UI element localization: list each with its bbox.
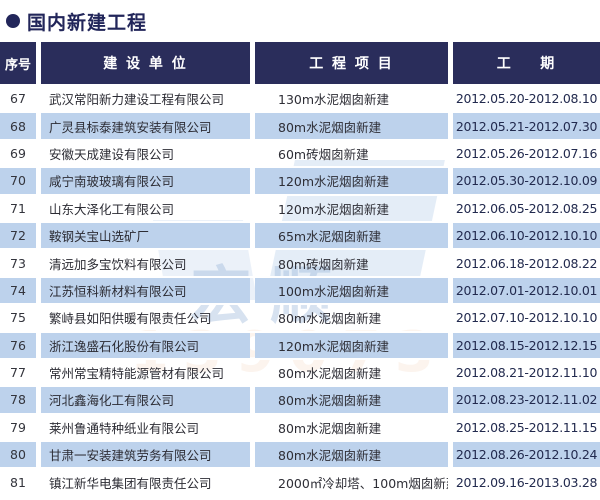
row-number-cell: 74: [0, 277, 36, 304]
table-row: 68 广灵县标泰建筑安装有限公司 80m水泥烟囱新建 2012.05.21-20…: [0, 112, 600, 140]
table-row: 79 莱州鲁通特种纸业有限公司 80m水泥烟囱新建 2012.08.25-201…: [0, 413, 600, 442]
page-title: 国内新建工程: [27, 11, 148, 34]
table-row: 67 武汉常阳新力建设工程有限公司 130m水泥烟囱新建 2012.05.20-…: [0, 85, 600, 113]
header-col-company: 建 设 单 位: [41, 42, 250, 84]
table-row: 76 浙江逸盛石化股份有限公司 120m水泥烟囱新建 2012.08.15-20…: [0, 331, 600, 359]
table-row: 73 清远加多宝饮料有限公司 80m砖烟囱新建 2012.06.18-2012.…: [0, 249, 600, 277]
table-body: 67 武汉常阳新力建设工程有限公司 130m水泥烟囱新建 2012.05.20-…: [0, 85, 600, 496]
project-name-cell: 120m水泥烟囱新建: [255, 168, 448, 194]
project-name-cell: 60m砖烟囱新建: [278, 146, 369, 162]
company-name-cell: 甘肃一安装建筑劳务有限公司: [41, 442, 250, 468]
table-row: 77 常州常宝精特能源管材有限公司 80m水泥烟囱新建 2012.08.21-2…: [0, 358, 600, 387]
row-number-cell: 67: [10, 91, 26, 107]
project-name-cell: 80m砖烟囱新建: [278, 256, 369, 272]
company-name-cell: 江苏恒科新材料有限公司: [41, 277, 250, 304]
project-name-cell: 2000㎡冷却塔、100m烟囱新建: [278, 475, 448, 491]
company-name-cell: 咸宁南玻玻璃有限公司: [41, 168, 250, 194]
project-name-cell: 120m水泥烟囱新建: [278, 201, 390, 217]
project-name-cell: 80m水泥烟囱新建: [278, 366, 382, 382]
table-row: 72 鞍钢关宝山选矿厂 65m水泥烟囱新建 2012.06.10-2012.10…: [0, 221, 600, 250]
project-name-cell: 80m水泥烟囱新建: [255, 442, 448, 468]
header-col-no: 序号: [0, 42, 36, 84]
company-name-cell: 广灵县标泰建筑安装有限公司: [41, 113, 250, 139]
projects-table: 序号 建 设 单 位 工 程 项 目 工 期 67 武汉常阳新力建设工程有限公司…: [0, 42, 600, 496]
company-name-cell: 鞍钢关宝山选矿厂: [41, 222, 250, 249]
table-row: 69 安徽天成建设有限公司 60m砖烟囱新建 2012.05.26-2012.0…: [0, 139, 600, 168]
row-number-cell: 79: [10, 419, 26, 435]
period-cell: 2012.08.15-2012.12.15: [453, 332, 600, 358]
row-number-cell: 80: [0, 442, 36, 468]
period-cell: 2012.08.25-2012.11.15: [455, 419, 598, 435]
table-row: 80 甘肃一安装建筑劳务有限公司 80m水泥烟囱新建 2012.08.26-20…: [0, 441, 600, 469]
period-cell: 2012.06.18-2012.08.22: [455, 255, 598, 271]
project-name-cell: 130m水泥烟囱新建: [278, 92, 390, 108]
company-name-cell: 清远加多宝饮料有限公司: [49, 256, 187, 272]
project-name-cell: 120m水泥烟囱新建: [255, 332, 448, 358]
project-name-cell: 80m水泥烟囱新建: [278, 420, 382, 436]
period-cell: 2012.08.21-2012.11.10: [455, 365, 598, 381]
project-name-cell: 80m水泥烟囱新建: [255, 387, 448, 413]
row-number-cell: 71: [10, 200, 26, 216]
section-title: 国内新建工程: [0, 0, 600, 42]
period-cell: 2012.06.05-2012.08.25: [455, 200, 598, 216]
table-row: 70 咸宁南玻玻璃有限公司 120m水泥烟囱新建 2012.05.30-2012…: [0, 167, 600, 195]
period-cell: 2012.08.23-2012.11.02: [453, 387, 600, 413]
period-cell: 2012.05.26-2012.07.16: [455, 145, 598, 161]
period-cell: 2012.08.26-2012.10.24: [453, 442, 600, 468]
row-number-cell: 72: [0, 222, 36, 249]
row-number-cell: 69: [10, 145, 26, 161]
company-name-cell: 山东大泽化工有限公司: [49, 201, 175, 217]
table-row: 75 繁峙县如阳供暖有限责任公司 80m水泥烟囱新建 2012.07.10-20…: [0, 304, 600, 332]
company-name-cell: 浙江逸盛石化股份有限公司: [41, 332, 250, 358]
header-col-project: 工 程 项 目: [255, 42, 448, 84]
row-number-cell: 70: [0, 168, 36, 194]
table-row: 81 镇江新华电集团有限责任公司 2000㎡冷却塔、100m烟囱新建 2012.…: [0, 468, 600, 496]
row-number-cell: 77: [10, 365, 26, 381]
company-name-cell: 镇江新华电集团有限责任公司: [49, 475, 212, 491]
company-name-cell: 莱州鲁通特种纸业有限公司: [49, 420, 200, 436]
company-name-cell: 河北鑫海化工有限公司: [41, 387, 250, 413]
company-name-cell: 常州常宝精特能源管材有限公司: [49, 366, 225, 382]
header-col-period: 工 期: [453, 42, 600, 84]
period-cell: 2012.09.16-2013.03.28: [455, 474, 598, 490]
period-cell: 2012.05.21-2012.07.30: [453, 113, 600, 139]
row-number-cell: 76: [0, 332, 36, 358]
bullet-icon: [6, 14, 20, 28]
row-number-cell: 68: [0, 113, 36, 139]
row-number-cell: 81: [10, 474, 26, 490]
table-header-row: 序号 建 设 单 位 工 程 项 目 工 期: [0, 42, 600, 84]
company-name-cell: 繁峙县如阳供暖有限责任公司: [49, 311, 212, 327]
period-cell: 2012.07.10-2012.10.10: [455, 310, 598, 326]
period-cell: 2012.05.20-2012.08.10: [455, 91, 598, 107]
period-cell: 2012.07.01-2012.10.01: [453, 277, 600, 304]
table-row: 78 河北鑫海化工有限公司 80m水泥烟囱新建 2012.08.23-2012.…: [0, 386, 600, 414]
period-cell: 2012.05.30-2012.10.09: [453, 168, 600, 194]
table-row: 74 江苏恒科新材料有限公司 100m水泥烟囱新建 2012.07.01-201…: [0, 276, 600, 305]
company-name-cell: 安徽天成建设有限公司: [49, 146, 175, 162]
project-name-cell: 100m水泥烟囱新建: [255, 277, 448, 304]
row-number-cell: 75: [10, 310, 26, 326]
project-name-cell: 80m水泥烟囱新建: [255, 113, 448, 139]
project-name-cell: 80m水泥烟囱新建: [278, 311, 382, 327]
row-number-cell: 73: [10, 255, 26, 271]
table-row: 71 山东大泽化工有限公司 120m水泥烟囱新建 2012.06.05-2012…: [0, 194, 600, 222]
company-name-cell: 武汉常阳新力建设工程有限公司: [49, 92, 225, 108]
row-number-cell: 78: [0, 387, 36, 413]
period-cell: 2012.06.10-2012.10.10: [453, 222, 600, 249]
project-name-cell: 65m水泥烟囱新建: [255, 222, 448, 249]
